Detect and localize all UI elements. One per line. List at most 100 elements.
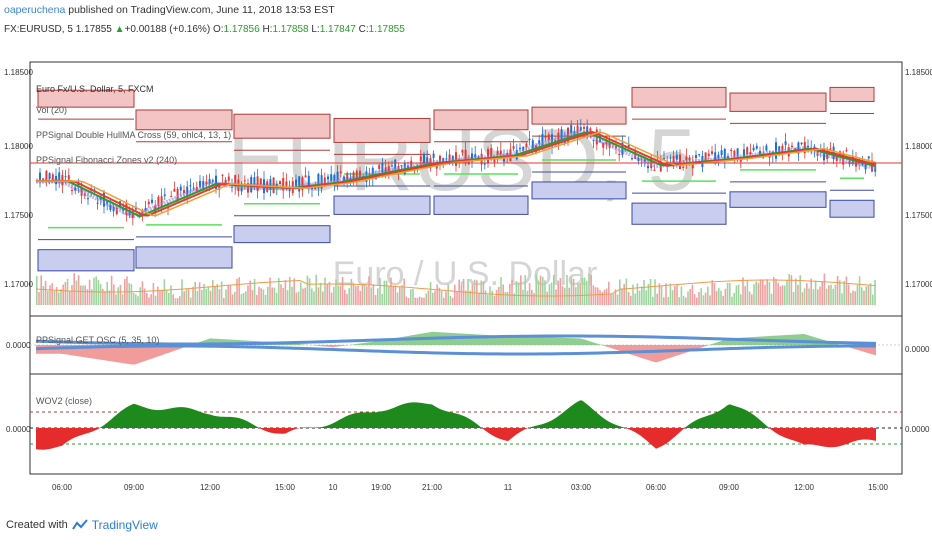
published-text: published on TradingView.com, June 11, 2… [65, 4, 335, 16]
volume-bar [447, 284, 449, 305]
volume-bar [680, 286, 683, 305]
volume-bar [62, 284, 64, 305]
fibonacci-zones [37, 86, 875, 272]
candle-body [87, 198, 89, 200]
volume-bar [115, 294, 117, 305]
candle-body [803, 141, 806, 153]
candle-body [186, 186, 189, 198]
volume-bar [691, 284, 694, 305]
volume-bar [819, 286, 821, 305]
resistance-zone [433, 109, 529, 131]
volume-bar [577, 282, 579, 305]
volume-bar [38, 292, 40, 305]
volume-bar [185, 289, 188, 305]
volume-bar [847, 284, 850, 305]
volume-bar [623, 283, 625, 305]
volume-bar [724, 288, 727, 305]
time-tick: 10 [329, 483, 338, 492]
support-zone [829, 199, 875, 218]
candle-body [432, 153, 435, 158]
candle-body [330, 174, 333, 181]
candle-body [711, 151, 713, 154]
volume-bar [385, 280, 388, 305]
volume-bar [610, 294, 612, 305]
candle-body [45, 170, 48, 181]
volume-bar [108, 290, 111, 305]
volume-bar [379, 277, 381, 305]
candle-body [298, 176, 301, 192]
volume-bar [715, 291, 718, 305]
chart-frame [29, 61, 903, 475]
candle-body [275, 183, 278, 187]
candle-body [631, 158, 633, 160]
volume-bar [172, 294, 174, 305]
time-tick: 09:00 [124, 483, 145, 492]
candle-body [499, 150, 502, 155]
tradingview-logo-icon [71, 519, 88, 530]
volume-bar [544, 280, 546, 305]
volume-bar [438, 287, 441, 305]
osc-panel [30, 331, 902, 365]
volume-bar [91, 289, 93, 305]
volume-bar [381, 293, 383, 305]
volume-bar [768, 281, 771, 305]
volume-bar [845, 276, 848, 305]
volume-bar [132, 292, 135, 305]
legend-osc: PPSignal GET OSC (5, 35, 10) [36, 335, 159, 345]
candle-body [205, 181, 208, 185]
volume-bar [671, 290, 674, 305]
candle-body [423, 154, 425, 163]
support-zone [333, 195, 431, 215]
volume-bar [104, 291, 106, 305]
volume-bar [755, 281, 757, 305]
candle-body [829, 148, 832, 150]
volume-bar [324, 277, 326, 305]
volume-bar [258, 286, 260, 305]
volume-bar [440, 290, 443, 305]
candle-body [307, 175, 310, 189]
tradingview-brand[interactable]: TradingView [91, 518, 158, 532]
volume-bar [619, 279, 621, 305]
volume-bar [839, 280, 841, 305]
volume-bar [528, 282, 531, 305]
volume-bar [836, 276, 839, 305]
volume-bar [337, 285, 339, 305]
candle-body [675, 154, 678, 160]
volume-bar [196, 290, 199, 305]
volume-bar [583, 277, 586, 305]
time-tick: 09:00 [719, 483, 740, 492]
candle-body [199, 180, 201, 188]
volume-bar [524, 275, 526, 305]
volume-bar [546, 291, 548, 305]
volume-bar [823, 273, 826, 305]
candle-body [410, 160, 413, 168]
author-link[interactable]: oaperuchena [4, 4, 66, 16]
volume-bar [47, 290, 49, 305]
volume-bar [344, 289, 346, 305]
volume-bar [174, 298, 177, 305]
candle-body [707, 153, 710, 156]
volume-bar [641, 286, 643, 305]
volume-bar [315, 274, 317, 305]
volume-bar [286, 290, 289, 305]
volume-bar [71, 285, 73, 305]
candle-body [669, 157, 672, 159]
candle-body [339, 171, 342, 174]
volume-bar [599, 290, 601, 305]
volume-bar [443, 297, 445, 305]
volume-bar [517, 282, 520, 305]
volume-bar [869, 283, 872, 305]
volume-bar [731, 296, 733, 305]
candle-body [794, 148, 797, 150]
volume-bar [863, 290, 865, 305]
volume-bar [480, 280, 482, 305]
volume-bar [341, 276, 344, 305]
chart-area[interactable]: EURUSD, 5 Euro / U.S. Dollar Euro Fx/U.S… [0, 0, 932, 500]
high-value: 1.17858 [272, 24, 309, 35]
candle-body [131, 211, 134, 218]
candle-body [163, 194, 166, 196]
volume-bar [150, 294, 152, 305]
time-tick: 06:00 [646, 483, 667, 492]
volume-bar [216, 284, 218, 305]
volume-bar [262, 289, 265, 305]
